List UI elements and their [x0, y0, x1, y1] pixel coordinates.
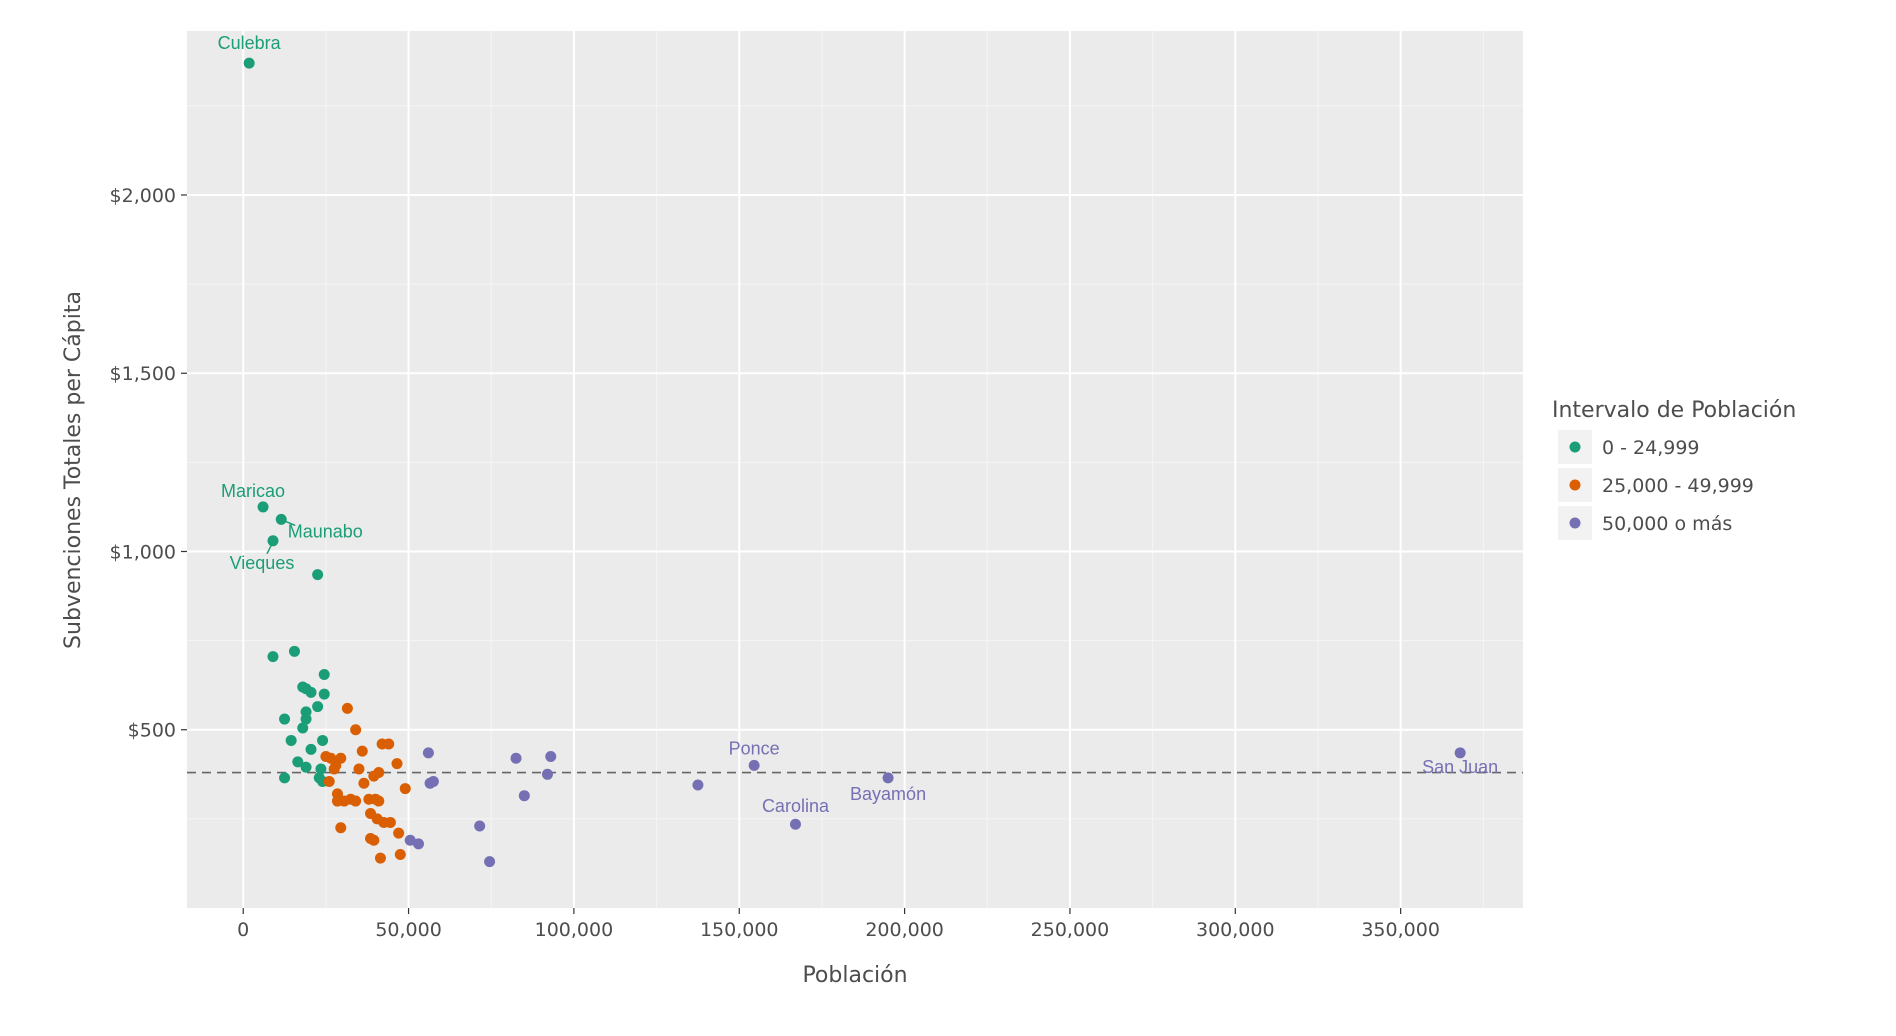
point-label: Culebra [218, 33, 282, 53]
point-label: Bayamón [850, 784, 926, 804]
data-point [312, 701, 324, 713]
minor-gridlines [187, 31, 1523, 908]
y-axis: $500 $1,000 $1,500 $2,000 [110, 185, 187, 742]
x-axis: 0 50,000 100,000 150,000 200,000 250,000 300,0… [237, 908, 1440, 941]
data-point [510, 752, 522, 764]
data-point [541, 768, 553, 780]
data-point [518, 790, 530, 802]
data-point [391, 758, 403, 770]
data-point [341, 702, 353, 714]
data-point [338, 795, 350, 807]
data-point [275, 513, 287, 525]
data-point [353, 763, 365, 775]
data-point [318, 688, 330, 700]
data-point [350, 724, 362, 736]
data-point [305, 743, 317, 755]
data-point [243, 57, 255, 69]
data-point [383, 738, 395, 750]
data-point [323, 775, 335, 787]
data-point [300, 713, 312, 725]
data-point [358, 777, 370, 789]
data-point [789, 818, 801, 830]
data-point [305, 686, 317, 698]
data-point [315, 763, 327, 775]
data-point [279, 713, 291, 725]
data-point [399, 783, 411, 795]
y-tick-label: $1,000 [110, 541, 176, 563]
y-axis-title: Subvenciones Totales per Cápita [61, 291, 86, 649]
x-tick-label: 250,000 [1031, 919, 1110, 941]
data-points [243, 57, 1466, 868]
legend-title: Intervalo de Población [1552, 398, 1796, 423]
data-point [692, 779, 704, 791]
x-tick-label: 50,000 [375, 919, 441, 941]
legend-key-point [1569, 517, 1581, 529]
data-point [312, 569, 324, 581]
major-gridlines [187, 31, 1523, 908]
data-point [335, 822, 347, 834]
data-point [373, 795, 385, 807]
data-point [545, 750, 557, 762]
data-point [374, 852, 386, 864]
data-point [318, 668, 330, 680]
data-point [882, 772, 894, 784]
x-tick-label: 350,000 [1361, 919, 1440, 941]
legend: Intervalo de Población 0 - 24,999 25,000 … [1552, 398, 1796, 540]
data-point [422, 747, 434, 759]
data-point [267, 651, 279, 663]
y-tick-label: $500 [128, 720, 176, 742]
data-point [288, 645, 300, 657]
legend-label: 50,000 o más [1602, 513, 1732, 535]
x-tick-label: 300,000 [1196, 919, 1275, 941]
data-point [368, 834, 380, 846]
point-label: Carolina [762, 796, 830, 816]
x-axis-title: Población [802, 963, 907, 988]
data-point [484, 856, 496, 868]
x-tick-label: 100,000 [535, 919, 614, 941]
data-point [300, 761, 312, 773]
data-point [393, 827, 405, 839]
legend-entries: 0 - 24,999 25,000 - 49,999 50,000 o más [1558, 430, 1754, 540]
point-label: Maunabo [288, 521, 363, 541]
data-point [404, 834, 416, 846]
legend-key-point [1569, 441, 1581, 453]
legend-label: 25,000 - 49,999 [1602, 475, 1754, 497]
data-point [285, 734, 297, 746]
y-tick-label: $2,000 [110, 185, 176, 207]
plot-panel [187, 31, 1523, 908]
data-point [424, 777, 436, 789]
label-connector [282, 519, 296, 527]
data-point [292, 756, 304, 768]
data-point [279, 772, 291, 784]
point-label: Ponce [729, 738, 780, 758]
point-label: Vieques [230, 553, 295, 573]
y-tick-label: $1,500 [110, 363, 176, 385]
x-tick-label: 150,000 [700, 919, 779, 941]
legend-label: 0 - 24,999 [1602, 437, 1700, 459]
point-label: Maricao [221, 481, 285, 501]
data-point [267, 535, 279, 547]
data-point [1454, 747, 1466, 759]
data-point [297, 722, 309, 734]
x-tick-label: 200,000 [865, 919, 944, 941]
data-point [368, 770, 380, 782]
data-point [412, 838, 424, 850]
label-connector [266, 543, 273, 555]
x-tick-label: 0 [237, 919, 249, 941]
data-point [350, 795, 362, 807]
data-point [474, 820, 486, 832]
data-point [328, 763, 340, 775]
data-point [257, 501, 269, 513]
data-point [384, 816, 396, 828]
point-label: San Juan [1422, 757, 1498, 777]
legend-key-point [1569, 479, 1581, 491]
data-point [394, 849, 406, 861]
data-point [356, 745, 368, 757]
data-point [317, 734, 329, 746]
data-point [748, 759, 760, 771]
